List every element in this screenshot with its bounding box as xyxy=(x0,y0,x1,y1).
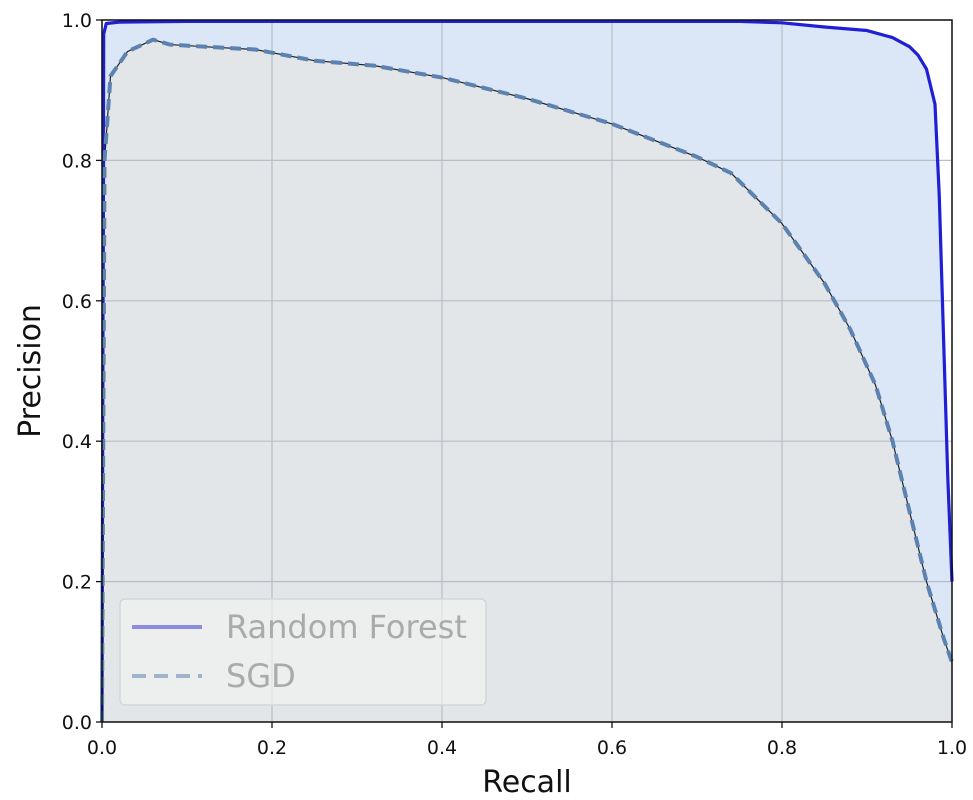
x-tick-label-5: 1.0 xyxy=(937,737,967,759)
legend-label-random-forest: Random Forest xyxy=(226,608,467,646)
x-axis-ticks: 0.0 0.2 0.4 0.6 0.8 1.0 xyxy=(87,722,967,759)
y-tick-label-3: 0.6 xyxy=(62,291,92,313)
series-lines xyxy=(100,19,954,723)
series-line-sgd xyxy=(100,37,954,723)
series-fill-1 xyxy=(102,39,952,722)
x-axis-label: Recall xyxy=(482,765,572,800)
legend: Random Forest SGD xyxy=(119,598,487,706)
y-axis-label: Precision xyxy=(13,304,48,438)
legend-box xyxy=(119,598,487,706)
x-tick-label-3: 0.6 xyxy=(597,737,627,759)
x-tick-label-2: 0.4 xyxy=(427,737,457,759)
legend-label-sgd: SGD xyxy=(226,657,296,695)
y-tick-label-1: 0.2 xyxy=(62,572,92,594)
y-tick-label-4: 0.8 xyxy=(62,150,92,172)
x-tick-label-1: 0.2 xyxy=(257,737,287,759)
y-tick-label-5: 1.0 xyxy=(62,10,92,32)
series-fills xyxy=(102,21,952,723)
x-tick-label-0: 0.0 xyxy=(87,737,117,759)
y-axis-ticks: 0.0 0.2 0.4 0.6 0.8 1.0 xyxy=(62,10,102,734)
x-tick-label-4: 0.8 xyxy=(767,737,797,759)
plot-frame xyxy=(101,19,953,723)
y-tick-label-2: 0.4 xyxy=(62,431,92,453)
series-line-random-forest xyxy=(100,19,954,723)
y-tick-label-0: 0.0 xyxy=(62,712,92,734)
